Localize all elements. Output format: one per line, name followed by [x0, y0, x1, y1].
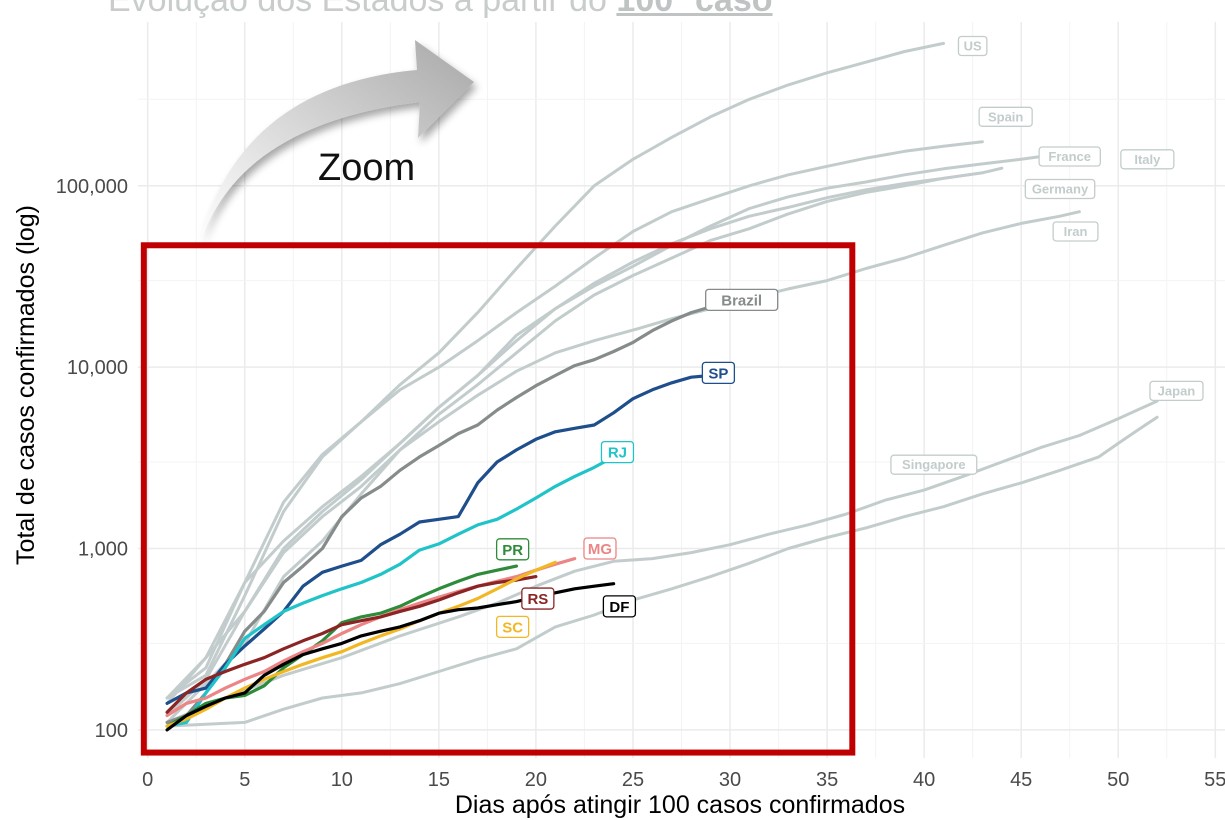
page-title: Evolução dos Estados a partir do 100º ca… — [108, 0, 773, 20]
series-label-text: RS — [527, 591, 548, 608]
series-label-text: Iran — [1064, 224, 1088, 239]
page-title-highlight: 100º caso — [616, 0, 773, 19]
y-tick-label: 100,000 — [56, 176, 128, 198]
series-line-japan — [165, 399, 1159, 724]
series-label-text: RJ — [608, 445, 627, 462]
series-label-text: France — [1048, 149, 1091, 164]
series-label-rs: RS — [521, 587, 555, 610]
series-label-box — [602, 595, 637, 618]
series-label-box — [701, 361, 736, 385]
series-label-singapore: Singapore — [890, 454, 978, 475]
series-line-rs — [165, 574, 538, 714]
series-label-text: DF — [609, 599, 629, 616]
zoom-label: Zoom — [318, 147, 415, 189]
series-label-text: SC — [502, 619, 523, 636]
y-tick-label: 1,000 — [78, 539, 128, 561]
series-label-italy: Italy — [1120, 149, 1175, 170]
series-label-text: PR — [502, 542, 523, 559]
series-label-pr: PR — [495, 538, 530, 561]
series-label-box — [978, 106, 1033, 127]
x-tick-label: 15 — [428, 769, 450, 791]
y-tick-label: 10,000 — [67, 357, 128, 379]
series-label-box — [1149, 380, 1204, 402]
series-label-text: Japan — [1158, 383, 1196, 398]
series-label-mg: MG — [583, 537, 617, 560]
series-label-box — [600, 440, 635, 464]
series-line-mg — [165, 556, 577, 718]
series-label-df: DF — [602, 595, 637, 618]
series-label-text: Singapore — [902, 457, 966, 472]
series-line-germany — [165, 171, 984, 717]
series-label-box — [495, 538, 530, 561]
y-tick-label: 100 — [95, 720, 128, 742]
x-tick-label: 50 — [1107, 769, 1129, 791]
series-line-france — [165, 166, 1004, 724]
series-label-text: Germany — [1032, 182, 1089, 197]
series-label-box — [1052, 221, 1099, 242]
series-label-box — [583, 537, 617, 560]
zoom-box — [140, 242, 856, 756]
x-axis-title: Dias após atingir 100 casos confirmados — [455, 791, 905, 819]
series-line-rj — [165, 455, 616, 728]
y-axis-title: Total de casos confirmados (log) — [12, 205, 40, 565]
series-label-sp: SP — [701, 361, 736, 385]
series-label-us: US — [957, 35, 988, 57]
x-tick-label: 55 — [1204, 769, 1225, 791]
series-label-sc: SC — [495, 615, 530, 639]
series-line-spain — [165, 140, 984, 700]
series-label-box — [1120, 149, 1175, 170]
series-line-singapore — [165, 415, 1159, 728]
series-label-france: France — [1038, 146, 1101, 167]
series-label-box — [890, 454, 978, 475]
series-label-text: Spain — [988, 109, 1023, 124]
series-label-box — [495, 615, 530, 639]
x-tick-label: 40 — [913, 769, 935, 791]
series-label-box — [1038, 146, 1101, 167]
series-label-iran: Iran — [1052, 221, 1099, 242]
series-line-iran — [165, 210, 1081, 705]
series-label-text: US — [964, 38, 982, 53]
series-line-italy — [165, 147, 1101, 700]
series-line-brazil — [165, 301, 732, 725]
series-label-text: Italy — [1134, 152, 1161, 167]
series-label-rj: RJ — [600, 440, 635, 464]
series-label-text: SP — [708, 365, 728, 382]
zoom-annotation: Zoom — [140, 40, 856, 756]
zoom-arrow-icon — [200, 40, 474, 243]
page-title-prefix: Evolução dos Estados a partir do — [108, 0, 617, 19]
series-line-us — [165, 41, 945, 700]
x-tick-label: 10 — [331, 769, 353, 791]
series-line-sp — [165, 372, 732, 706]
x-tick-label: 20 — [525, 769, 547, 791]
series-label-box — [705, 288, 779, 312]
series-label-box — [1024, 178, 1096, 200]
x-tick-label: 35 — [816, 769, 838, 791]
series-label-box — [521, 587, 555, 610]
series-label-text: Brazil — [721, 292, 762, 309]
series-label-spain: Spain — [978, 106, 1033, 127]
series-label-germany: Germany — [1024, 178, 1096, 200]
axes: Dias após atingir 100 casos confirmados … — [12, 176, 1225, 819]
series-labels: US Spain France Italy Germany Iran Singapore Ja… — [495, 35, 1204, 639]
series-lines — [165, 41, 1159, 732]
series-label-box — [957, 35, 988, 57]
x-tick-label: 5 — [239, 769, 250, 791]
x-tick-label: 0 — [142, 769, 153, 791]
series-label-japan: Japan — [1149, 380, 1204, 402]
series-label-text: MG — [588, 541, 612, 558]
x-tick-label: 45 — [1010, 769, 1032, 791]
series-label-brazil: Brazil — [705, 288, 779, 312]
x-tick-label: 30 — [719, 769, 741, 791]
x-tick-label: 25 — [622, 769, 644, 791]
